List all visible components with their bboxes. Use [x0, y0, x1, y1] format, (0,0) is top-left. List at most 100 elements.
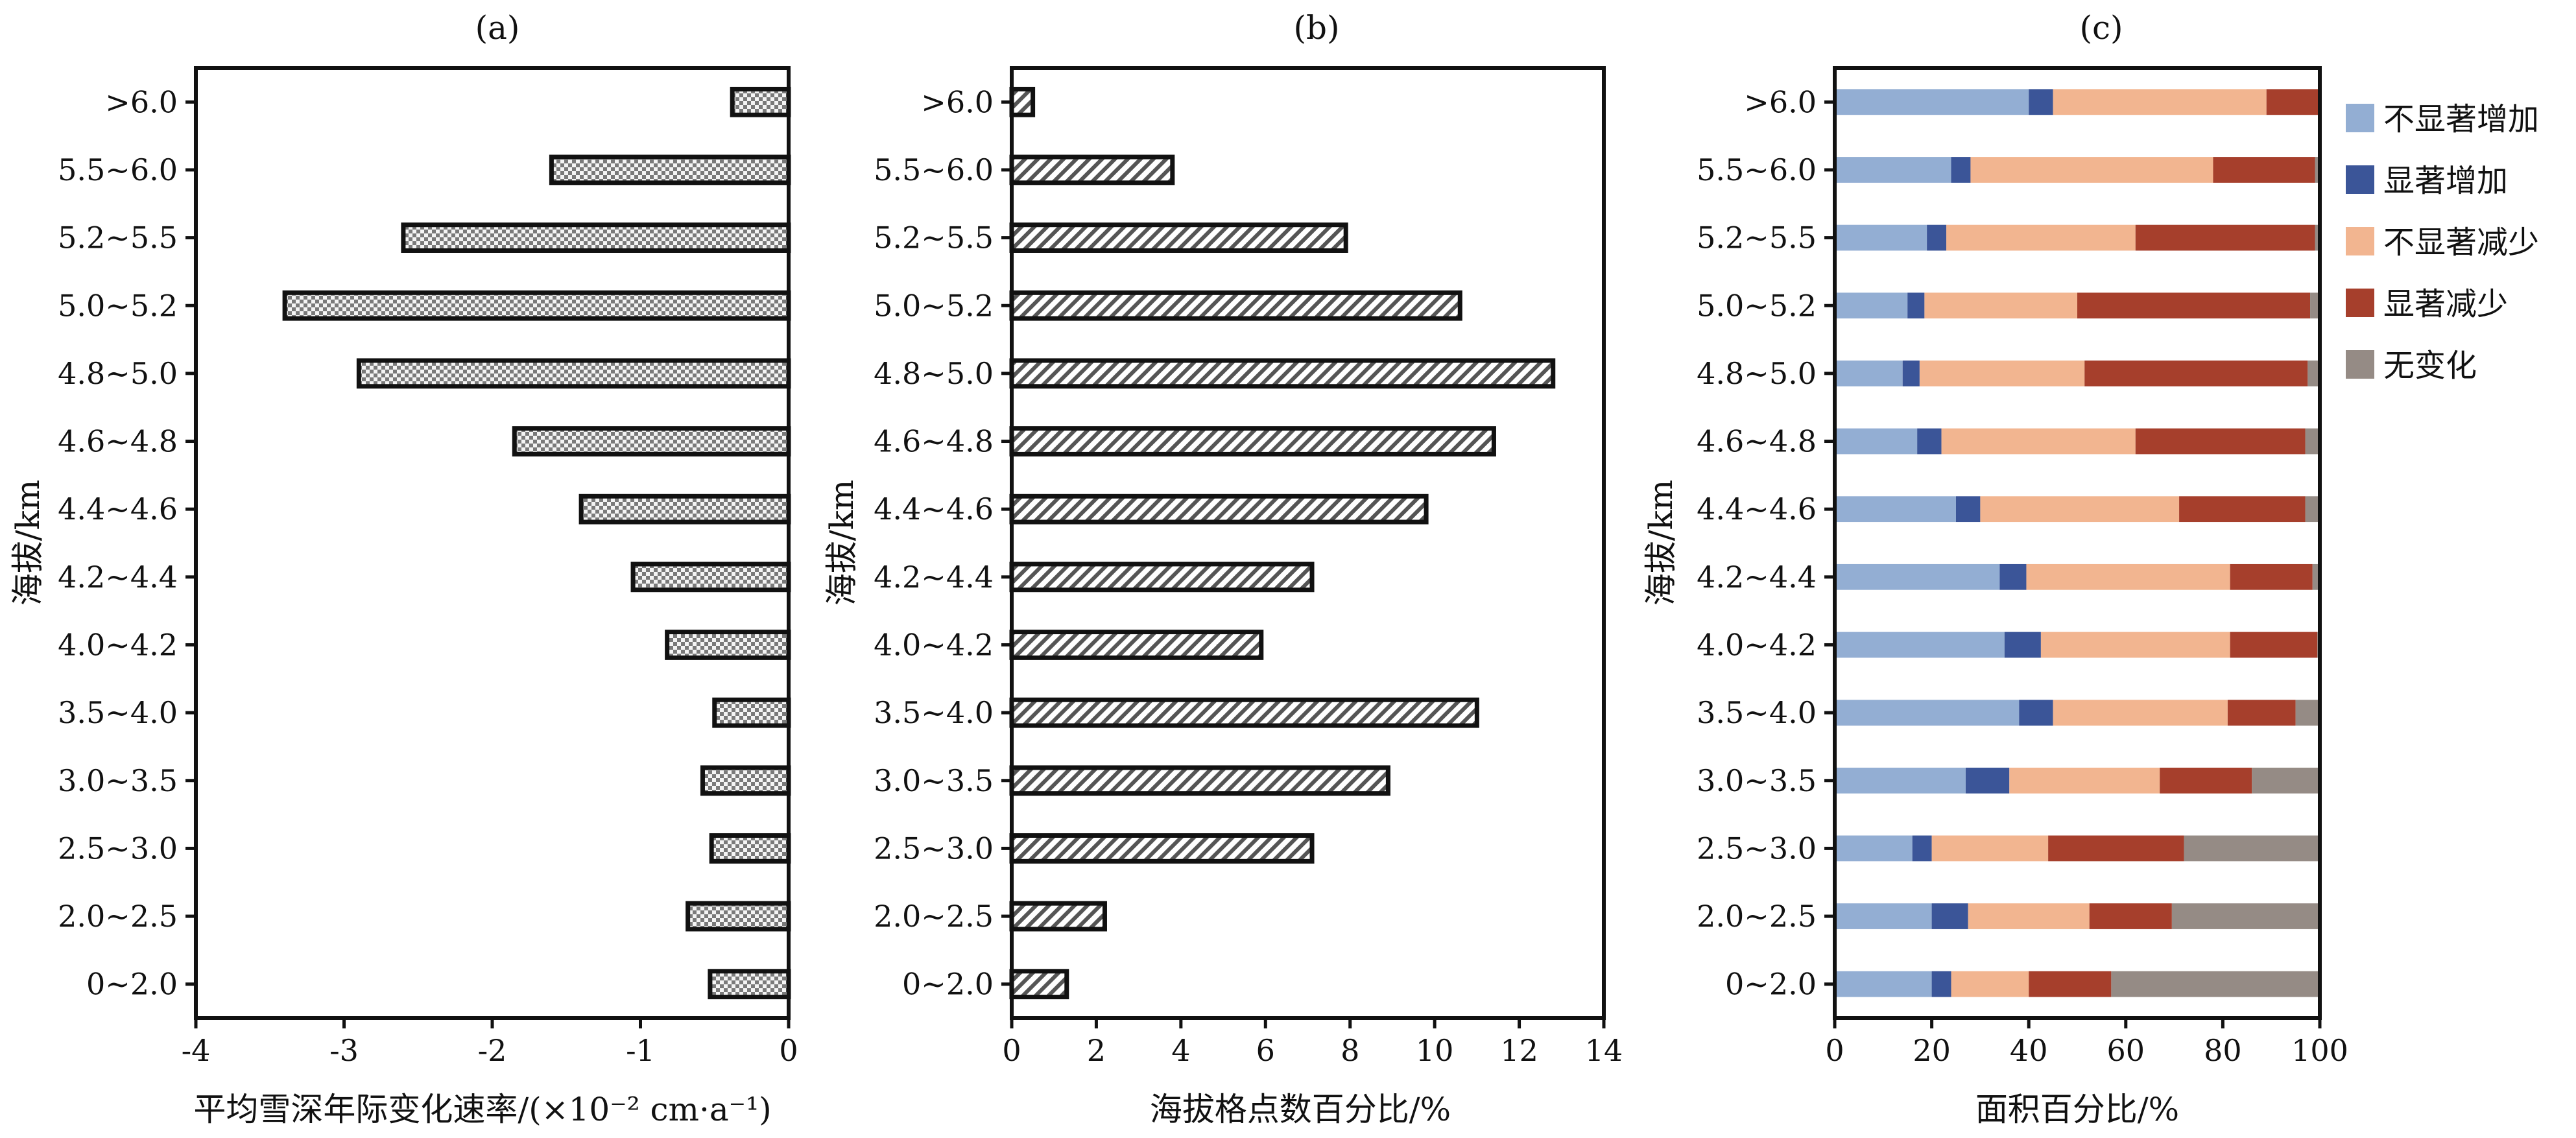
bar-segment-1 — [1835, 835, 1913, 862]
x-tick-label: 6 — [1256, 1033, 1275, 1068]
bar-segment-5 — [2310, 292, 2320, 319]
y-tick-label: 2.5~3.0 — [874, 831, 994, 866]
bar-segment-3 — [2009, 767, 2160, 794]
bar-segment-1 — [1835, 971, 1932, 997]
bar-segment-3 — [1980, 496, 2180, 523]
x-tick-label: 60 — [2107, 1033, 2145, 1068]
bar — [686, 901, 791, 932]
bar-segment-1 — [1835, 428, 1918, 455]
bar-segment-3 — [2053, 700, 2228, 726]
panel-b-y-title: 海拔/km — [823, 480, 861, 606]
bar — [1009, 358, 1556, 389]
y-tick-label: 5.0~5.2 — [874, 288, 994, 323]
bar-segment-2 — [1999, 563, 2027, 590]
bar-segment-1 — [1835, 224, 1927, 251]
legend-swatch — [2346, 350, 2374, 379]
bar — [630, 562, 791, 593]
panel-a-y-title: 海拔/km — [9, 480, 47, 606]
bar-segment-1 — [1835, 767, 1966, 794]
x-tick-label: 100 — [2291, 1033, 2348, 1068]
panel-b-x-title: 海拔格点数百分比/% — [1150, 1091, 1451, 1128]
panel-b-label: (b) — [1293, 9, 1339, 47]
bar-segment-5 — [2184, 835, 2320, 862]
bar — [1009, 290, 1462, 321]
y-tick-label: 5.5~6.0 — [58, 152, 178, 187]
bar — [1009, 765, 1390, 796]
legend-swatch — [2346, 227, 2374, 255]
bar — [401, 222, 791, 253]
y-tick-label: >6.0 — [1744, 84, 1817, 119]
x-tick-label: -4 — [182, 1033, 211, 1068]
panel-a-bars — [282, 86, 791, 1000]
bar — [665, 630, 791, 660]
y-tick-label: 3.0~3.5 — [874, 763, 994, 798]
bar-segment-3 — [1924, 292, 2077, 319]
y-tick-label: 4.0~4.2 — [874, 627, 994, 662]
y-tick-label: 4.4~4.6 — [874, 492, 994, 527]
x-tick-label: -2 — [478, 1033, 507, 1068]
x-tick-label: 14 — [1585, 1033, 1623, 1068]
bar-segment-3 — [1941, 428, 2136, 455]
y-tick-label: 0~2.0 — [1725, 967, 1817, 1002]
bar-segment-2 — [1956, 496, 1981, 523]
bar-segment-4 — [2179, 496, 2306, 523]
bar-segment-1 — [1835, 903, 1932, 929]
x-tick-label: 10 — [1416, 1033, 1454, 1068]
bar-segment-1 — [1835, 700, 2020, 726]
bar-segment-5 — [2252, 767, 2320, 794]
bar — [512, 426, 791, 456]
bar-segment-5 — [2111, 971, 2320, 997]
bar-segment-2 — [1912, 835, 1932, 862]
y-tick-label: 4.8~5.0 — [874, 356, 994, 391]
bar-segment-4 — [2084, 361, 2308, 386]
bar — [1009, 901, 1107, 932]
y-tick-label: 0~2.0 — [902, 967, 994, 1002]
bar — [708, 969, 791, 1000]
bar-segment-4 — [2227, 700, 2296, 726]
x-tick-label: 0 — [779, 1033, 798, 1068]
bar-segment-1 — [1835, 563, 2000, 590]
bar-segment-3 — [2040, 632, 2230, 658]
panel-c-bars — [1835, 89, 2320, 997]
bar-segment-1 — [1835, 496, 1956, 523]
y-tick-label: 5.2~5.5 — [1697, 220, 1817, 255]
x-tick-label: 0 — [1002, 1033, 1021, 1068]
x-tick-label: 40 — [2010, 1033, 2048, 1068]
x-tick-label: 8 — [1341, 1033, 1359, 1068]
bar-segment-4 — [2230, 563, 2313, 590]
legend-label: 无变化 — [2383, 348, 2477, 384]
y-tick-label: 4.6~4.8 — [874, 424, 994, 459]
bar-segment-2 — [1965, 767, 2010, 794]
x-tick-label: 0 — [1825, 1033, 1844, 1068]
y-tick-label: 5.5~6.0 — [1697, 152, 1817, 187]
y-tick-label: 4.4~4.6 — [58, 492, 178, 527]
bar-segment-3 — [1946, 224, 2136, 251]
bar-segment-2 — [1902, 361, 1920, 386]
panel-c-y-title: 海拔/km — [1642, 480, 1680, 606]
x-tick-label: 12 — [1500, 1033, 1538, 1068]
bar-segment-3 — [1968, 903, 2090, 929]
bar — [356, 358, 791, 389]
panel-c: (c) >6.0 5.5~6.0 5.2~5.5 5.0~5.2 4.8~5.0 4.6~… — [1642, 9, 2539, 1128]
y-tick-label: 4.2~4.4 — [1697, 560, 1817, 595]
x-tick-label: 20 — [1913, 1033, 1951, 1068]
panel-a-x-title: 平均雪深年际变化速率/(×10⁻² cm·a⁻¹) — [193, 1091, 771, 1128]
bar-segment-1 — [1835, 632, 2005, 658]
y-tick-label: 5.0~5.2 — [1697, 288, 1817, 323]
y-tick-label: 3.0~3.5 — [1697, 763, 1817, 798]
panel-b-x-ticks: 0 2 4 6 8 10 12 14 — [1002, 1018, 1623, 1068]
bar — [1009, 426, 1496, 456]
y-tick-label: 3.5~4.0 — [874, 695, 994, 730]
bar-segment-4 — [2213, 157, 2315, 183]
legend-label: 显著减少 — [2383, 286, 2508, 322]
bar — [1009, 697, 1479, 728]
bar-segment-2 — [2004, 632, 2041, 658]
panel-c-frame — [1833, 66, 2322, 1020]
y-tick-label: >6.0 — [921, 84, 994, 119]
x-tick-label: 2 — [1087, 1033, 1106, 1068]
bar-segment-5 — [2295, 700, 2320, 726]
bar-segment-5 — [2308, 361, 2320, 386]
panel-a-frame — [194, 66, 791, 1020]
bar — [712, 697, 791, 728]
